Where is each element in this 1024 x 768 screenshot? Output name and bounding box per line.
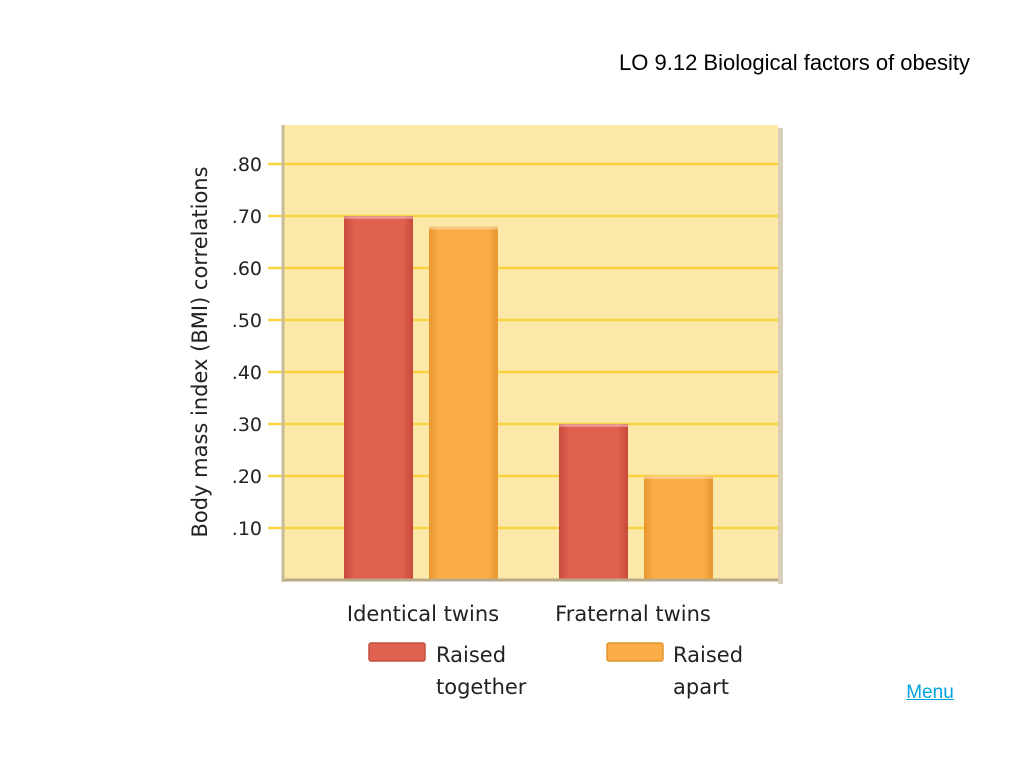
y-tick-label: .20	[232, 466, 262, 488]
legend-swatch	[606, 642, 664, 662]
y-tick-label: .70	[232, 206, 262, 228]
plot-area-shadow	[778, 128, 783, 584]
bar-highlight	[344, 216, 413, 219]
legend-swatch	[368, 642, 426, 662]
y-axis-title: Body mass index (BMI) correlations	[188, 166, 212, 537]
slide-title: LO 9.12 Biological factors of obesity	[619, 50, 970, 75]
legend-label: Raised	[436, 643, 506, 667]
legend-label: apart	[673, 675, 729, 699]
y-tick-label: .40	[232, 362, 262, 384]
y-tick-label: .10	[232, 518, 262, 540]
bar-highlight	[559, 424, 628, 427]
y-tick-label: .60	[232, 258, 262, 280]
bar-raised-together	[344, 216, 413, 580]
menu-link[interactable]: Menu	[906, 682, 954, 703]
bar-highlight	[429, 226, 498, 230]
y-tick-label: .50	[232, 310, 262, 332]
bar-raised-apart	[644, 476, 713, 580]
x-category-label: Fraternal twins	[555, 602, 711, 626]
bar-highlight	[644, 476, 713, 479]
legend-label: together	[436, 675, 527, 699]
legend-label: Raised	[673, 643, 743, 667]
bar-raised-apart	[429, 226, 498, 580]
x-category-label: Identical twins	[347, 602, 499, 626]
bar-raised-together	[559, 424, 628, 580]
y-tick-label: .80	[232, 154, 262, 176]
y-tick-label: .30	[232, 414, 262, 436]
